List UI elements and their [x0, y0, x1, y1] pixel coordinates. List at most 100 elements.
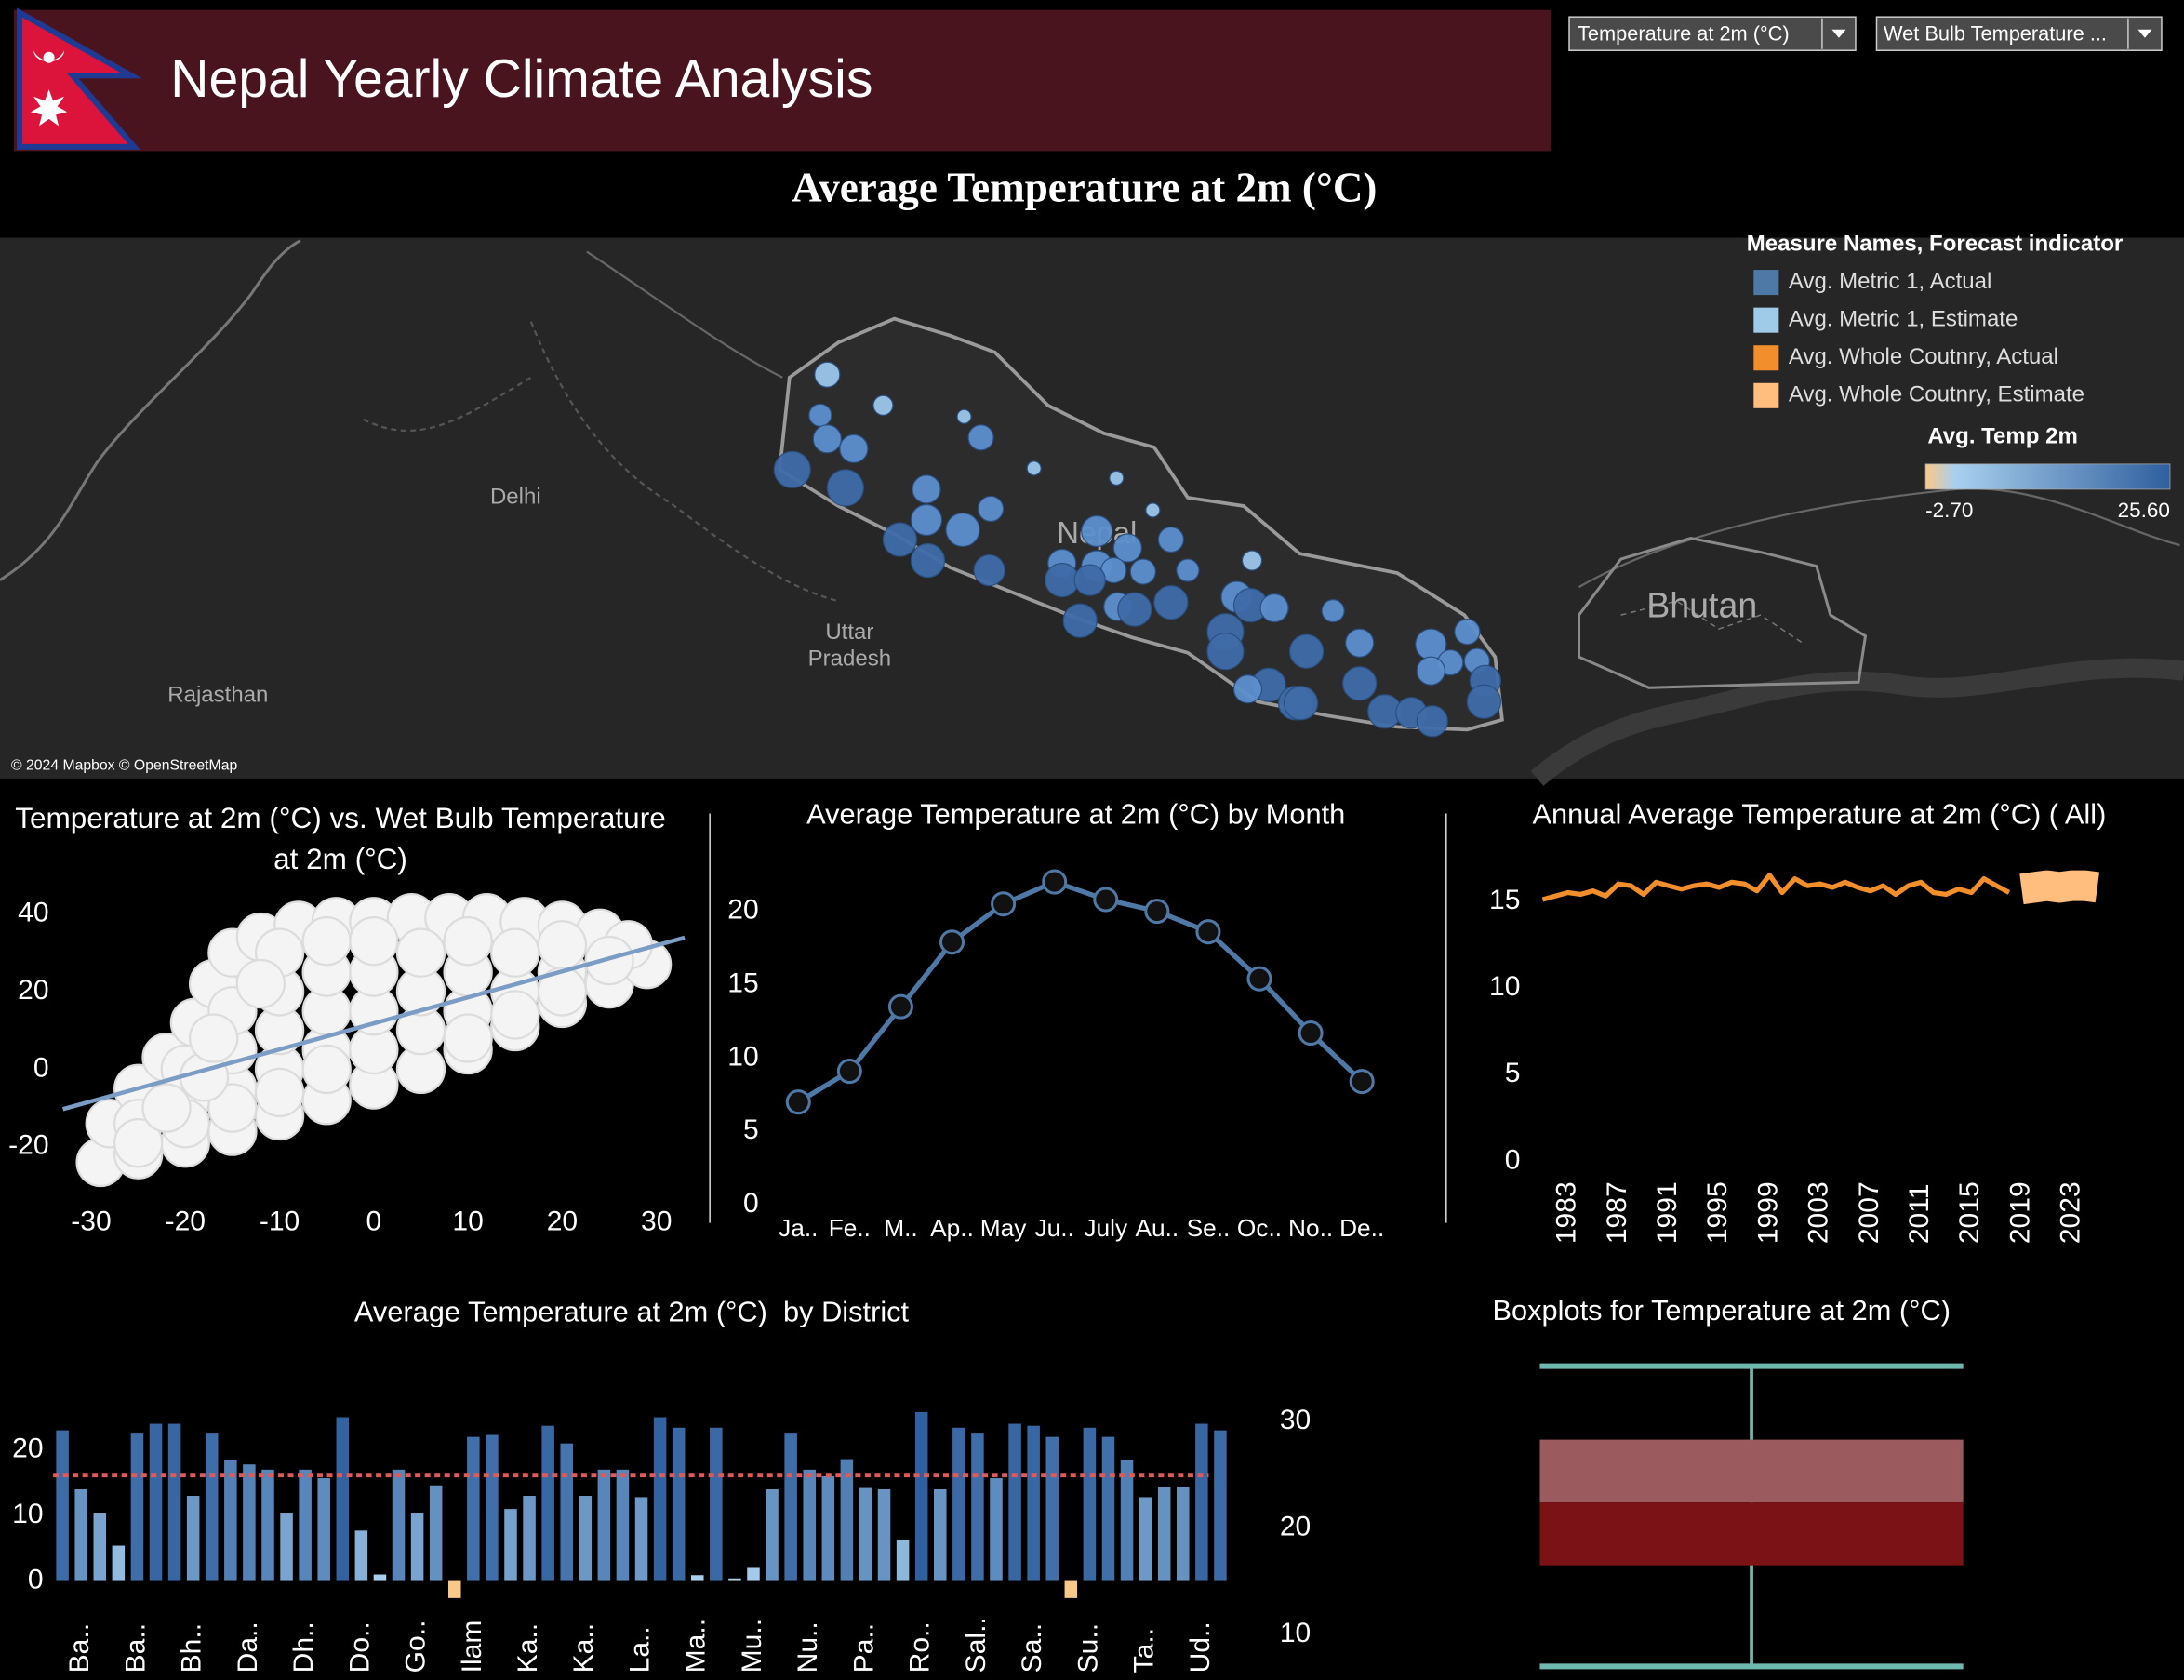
line: [2018, 870, 2100, 905]
x-tick-label: Ba..: [64, 1623, 95, 1673]
map-bubble: [773, 450, 811, 489]
map-bubble: [1288, 633, 1325, 669]
bar: [691, 1575, 704, 1581]
line-marker: [1349, 1069, 1375, 1095]
map: [0, 237, 2184, 786]
filter-dropdown[interactable]: Wet Bulb Temperature ...: [1875, 16, 2163, 51]
chart-title: Average Temperature at 2m (°C) by Month: [806, 798, 1345, 831]
map-bubble: [1062, 603, 1098, 638]
legend-title: Measure Names, Forecast indicator: [1747, 231, 2123, 256]
bar: [1177, 1487, 1190, 1581]
map-bubble: [1026, 460, 1042, 476]
line-marker: [1042, 869, 1068, 895]
scatter-point: [254, 1067, 305, 1118]
color-bar: [1924, 463, 2171, 490]
line-marker: [836, 1059, 862, 1085]
bar: [56, 1430, 69, 1581]
map-bubble: [910, 503, 943, 537]
bar: [336, 1417, 350, 1581]
scatter-point: [141, 1083, 192, 1133]
bar: [1008, 1423, 1021, 1581]
scatter-point: [490, 990, 540, 1040]
x-tick-label: 2019: [2004, 1181, 2035, 1244]
bar: [1064, 1580, 1078, 1598]
x-tick-label: Dh..: [288, 1621, 319, 1673]
line-marker: [1093, 887, 1119, 913]
scatter-point: [235, 958, 286, 1009]
y-tick-label: 0: [743, 1188, 759, 1219]
bar: [504, 1509, 517, 1581]
map-bubble: [808, 403, 832, 427]
filter-dropdown[interactable]: Temperature at 2m (°C): [1568, 16, 1857, 51]
filter-label[interactable]: Wet Bulb Temperature ...: [1884, 21, 2107, 45]
x-tick-label: De..: [1339, 1214, 1384, 1242]
bar: [447, 1580, 461, 1598]
x-tick-label: 2015: [1954, 1181, 1985, 1244]
bar: [990, 1478, 1003, 1581]
map-bubble: [1176, 558, 1200, 582]
line-marker: [1246, 966, 1272, 992]
line-marker: [887, 993, 913, 1020]
y-tick-label: 10: [12, 1499, 43, 1529]
legend-label: Avg. Metric 1, Estimate: [1789, 307, 2018, 332]
scatter-point: [395, 927, 446, 978]
trend-line: [62, 935, 686, 1112]
map-bubble: [872, 394, 894, 416]
map-bubble: [1454, 619, 1481, 646]
x-tick-label: 20: [547, 1207, 578, 1237]
bar: [354, 1530, 368, 1581]
x-tick-label: -10: [260, 1207, 300, 1237]
bar: [541, 1425, 554, 1581]
map-copyright: © 2024 Mapbox © OpenStreetMap: [11, 758, 237, 774]
x-tick-label: Ka..: [568, 1623, 599, 1673]
x-tick-label: 1999: [1752, 1181, 1783, 1244]
map-bubble: [1153, 584, 1189, 620]
x-tick-label: Sa..: [1017, 1623, 1047, 1673]
y-tick-label: 10: [1489, 971, 1520, 1002]
map-bubble: [1112, 533, 1142, 563]
x-tick-label: Ta..: [1129, 1628, 1160, 1673]
x-tick-label: Ro..: [905, 1621, 936, 1673]
x-tick-label: Ud..: [1185, 1621, 1216, 1673]
bar: [653, 1417, 667, 1581]
scatter-point: [207, 1083, 258, 1133]
map-bubble: [1259, 593, 1289, 623]
y-tick-label: 15: [727, 967, 758, 998]
bar: [93, 1513, 107, 1581]
bar: [1083, 1427, 1097, 1581]
map-bubble: [1206, 633, 1245, 671]
line-marker: [991, 891, 1017, 917]
line-marker: [1144, 899, 1170, 925]
map-place: Pradesh: [808, 647, 891, 672]
legend-swatch: [1753, 345, 1779, 371]
scatter-point: [443, 915, 493, 967]
bar: [317, 1478, 330, 1581]
map-bubbles: [773, 361, 1502, 738]
bar: [766, 1488, 779, 1581]
line-marker: [1298, 1020, 1324, 1047]
x-tick-label: Bh..: [177, 1623, 207, 1673]
x-tick-label: Nu..: [792, 1621, 823, 1673]
legend-label: Avg. Whole Coutnry, Estimate: [1789, 382, 2084, 407]
y-tick-label: 20: [18, 975, 48, 1006]
bar: [410, 1513, 424, 1581]
filter-label[interactable]: Temperature at 2m (°C): [1578, 21, 1790, 45]
x-tick-label: 2023: [2056, 1181, 2086, 1244]
bar: [560, 1443, 573, 1581]
map-bubble: [1081, 514, 1113, 548]
x-tick-label: -20: [166, 1207, 206, 1237]
y-tick-label: 5: [743, 1114, 759, 1145]
map-place: Bhutan: [1646, 586, 1757, 625]
x-tick-label: 2011: [1904, 1184, 1935, 1245]
map-bubble: [1416, 705, 1448, 738]
line-marker: [1195, 919, 1221, 945]
bar: [523, 1496, 536, 1581]
bar: [112, 1545, 126, 1581]
bar: [1157, 1487, 1171, 1581]
map-title: Average Temperature at 2m (°C): [792, 164, 1377, 210]
chart-title: Boxplots for Temperature at 2m (°C): [1493, 1294, 1951, 1327]
x-tick-label: 1995: [1702, 1181, 1733, 1244]
map-bubble: [1045, 562, 1080, 598]
map-bubble: [1321, 599, 1345, 623]
